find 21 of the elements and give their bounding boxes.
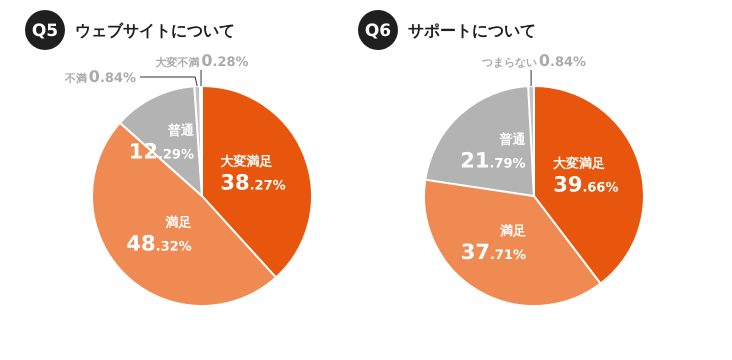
slice-label: 不満 bbox=[64, 72, 87, 85]
data-label: 39.66% bbox=[553, 172, 619, 197]
data-label: 48.32% bbox=[126, 232, 192, 256]
chart-subtitle: サポートについて bbox=[408, 21, 536, 40]
data-label: 38.27% bbox=[220, 170, 286, 194]
slice-label: つまらない bbox=[480, 56, 537, 69]
chart-subtitle: ウェブサイトについて bbox=[75, 21, 235, 40]
data-label: 0.28% bbox=[201, 51, 249, 70]
slice-label: 普通 bbox=[498, 132, 527, 148]
slice-label: 大変不満 bbox=[155, 56, 200, 69]
slice-label: 満足 bbox=[164, 216, 192, 231]
data-label: 0.84% bbox=[538, 51, 586, 70]
slice-label: 普通 bbox=[167, 122, 195, 139]
chart-title: Q6 bbox=[364, 21, 392, 41]
slice-label: 満足 bbox=[499, 224, 526, 240]
data-label: 37.71% bbox=[460, 240, 526, 264]
data-label: 21.79% bbox=[460, 148, 526, 173]
slice-label: 大変満足 bbox=[220, 153, 272, 170]
data-label: 0.84% bbox=[88, 67, 136, 86]
slice-label: 大変満足 bbox=[553, 156, 606, 172]
chart-title: Q5 bbox=[32, 21, 58, 41]
